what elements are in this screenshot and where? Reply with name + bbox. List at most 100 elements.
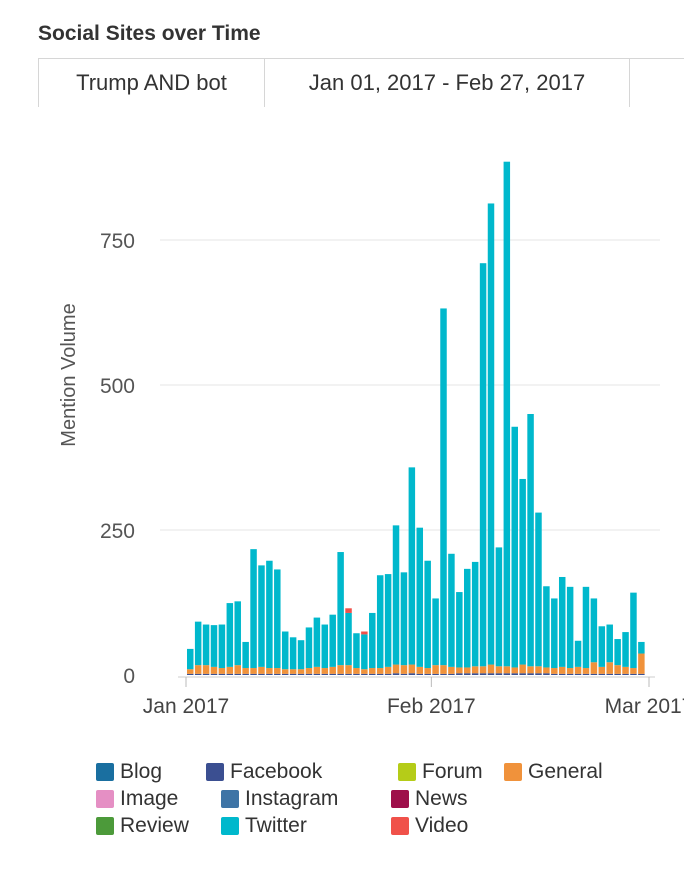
bar-facebook-2017-01-03: [202, 673, 210, 675]
x-tick-label: Jan 2017: [143, 695, 229, 718]
bar-facebook-2017-01-28: [400, 673, 408, 675]
bar-twitter-2017-02-23: [606, 624, 613, 663]
bar-facebook-2017-01-18: [321, 673, 329, 675]
bar-twitter-2017-02-26: [630, 592, 637, 669]
legend-swatch: [504, 763, 522, 781]
bar-facebook-2017-01-09: [250, 673, 257, 675]
bar-twitter-2017-01-12: [274, 569, 281, 669]
bar-twitter-2017-01-24: [369, 612, 376, 669]
bar-general-2017-02-07: [479, 666, 487, 674]
bar-general-2017-01-07: [234, 665, 241, 674]
bar-general-2017-01-26: [384, 666, 392, 674]
bar-general-2017-02-15: [543, 667, 550, 674]
filter-bar: Trump AND bot Jan 01, 2017 - Feb 27, 201…: [38, 58, 684, 107]
bar-twitter-2017-02-03: [448, 553, 455, 667]
bar-facebook-2017-01-01: [187, 673, 194, 675]
y-tick-label: 0: [123, 665, 135, 688]
bar-twitter-2017-01-22: [353, 633, 360, 669]
bar-general-2017-02-24: [614, 665, 621, 674]
bar-facebook-2017-01-29: [408, 673, 416, 675]
bar-facebook-2017-02-09: [495, 673, 503, 675]
bar-facebook-2017-01-17: [313, 673, 321, 675]
legend-label: Twitter: [245, 814, 307, 837]
bar-general-2017-01-04: [210, 666, 218, 674]
bar-twitter-2017-02-13: [527, 414, 534, 667]
bar-video-2017-01-21: [345, 608, 352, 613]
bar-twitter-2017-02-17: [558, 576, 566, 667]
x-tick-label: Mar 2017: [605, 695, 684, 718]
query-filter[interactable]: Trump AND bot: [38, 59, 264, 107]
bar-twitter-2017-02-01: [432, 598, 439, 666]
bar-twitter-2017-02-21: [590, 598, 598, 663]
bar-twitter-2017-02-22: [598, 626, 606, 667]
bar-twitter-2017-02-20: [582, 586, 590, 669]
bar-facebook-2017-02-22: [598, 673, 606, 675]
bar-general-2017-02-02: [440, 665, 447, 674]
bar-general-2017-02-20: [582, 668, 590, 674]
bar-twitter-2017-02-15: [543, 586, 550, 668]
bar-general-2017-02-11: [511, 667, 518, 674]
bar-facebook-2017-01-02: [194, 673, 202, 675]
bar-facebook-2017-02-27: [638, 673, 645, 675]
bar-facebook-2017-02-07: [479, 673, 487, 675]
bar-general-2017-02-10: [503, 666, 511, 674]
bar-general-2017-02-05: [464, 667, 471, 674]
legend-item-news[interactable]: News: [391, 787, 468, 811]
legend-item-facebook[interactable]: Facebook: [206, 760, 322, 784]
legend-item-video[interactable]: Video: [391, 814, 468, 838]
bar-twitter-2017-01-15: [297, 640, 305, 670]
bar-facebook-2017-01-07: [234, 673, 241, 675]
bar-facebook-2017-02-21: [590, 673, 598, 675]
legend-item-forum[interactable]: Forum: [398, 760, 483, 784]
bar-facebook-2017-02-25: [622, 673, 629, 675]
bar-facebook-2017-01-15: [297, 673, 305, 675]
bar-general-2017-01-28: [400, 665, 408, 674]
bar-general-2017-01-13: [281, 669, 289, 674]
bar-twitter-2017-01-05: [218, 624, 226, 669]
legend-label: Forum: [422, 760, 483, 783]
bar-twitter-2017-02-10: [503, 161, 511, 667]
legend-swatch: [398, 763, 416, 781]
bar-facebook-2017-01-23: [361, 673, 368, 675]
bar-twitter-2017-02-08: [487, 203, 495, 665]
bar-twitter-2017-01-16: [305, 627, 313, 669]
legend-swatch: [221, 817, 239, 835]
bar-twitter-2017-02-14: [535, 512, 542, 667]
bar-twitter-2017-01-31: [424, 560, 431, 669]
legend-item-twitter[interactable]: Twitter: [221, 814, 307, 838]
bar-general-2017-02-09: [495, 666, 503, 674]
legend-item-image[interactable]: Image: [96, 787, 178, 811]
legend-item-general[interactable]: General: [504, 760, 603, 784]
legend-swatch: [391, 817, 409, 835]
bar-twitter-2017-02-27: [638, 641, 645, 654]
bar-general-2017-01-10: [258, 666, 265, 674]
legend-item-blog[interactable]: Blog: [96, 760, 162, 784]
bar-facebook-2017-01-31: [424, 673, 431, 675]
bar-general-2017-01-21: [345, 665, 352, 674]
bar-facebook-2017-02-19: [574, 673, 582, 675]
bar-facebook-2017-02-01: [432, 673, 439, 675]
legend-label: Review: [120, 814, 189, 837]
bar-twitter-2017-01-27: [392, 525, 400, 665]
legend-swatch: [96, 790, 114, 808]
bar-twitter-2017-02-05: [464, 568, 471, 668]
bar-twitter-2017-02-02: [440, 308, 447, 666]
bar-general-2017-02-22: [598, 666, 606, 674]
bar-general-2017-01-27: [392, 664, 400, 674]
bar-twitter-2017-01-30: [416, 527, 424, 667]
bar-facebook-2017-01-13: [281, 673, 289, 675]
bar-general-2017-01-16: [305, 668, 313, 674]
legend-item-instagram[interactable]: Instagram: [221, 787, 338, 811]
bar-facebook-2017-02-10: [503, 673, 511, 675]
stacked-bar-chart: 0 250 500 750 Mention Volume Jan 2017 Feb 2017…: [58, 161, 684, 718]
legend-label: Image: [120, 787, 179, 810]
bar-facebook-2017-01-25: [376, 673, 384, 675]
bar-general-2017-02-08: [487, 664, 495, 674]
bar-twitter-2017-01-04: [210, 625, 218, 667]
bar-twitter-2017-01-06: [226, 603, 234, 667]
date-range-filter[interactable]: Jan 01, 2017 - Feb 27, 2017: [264, 59, 630, 107]
legend-label: General: [528, 760, 603, 783]
bar-twitter-2017-01-28: [400, 572, 408, 666]
legend-item-review[interactable]: Review: [96, 814, 189, 838]
bar-twitter-2017-01-09: [250, 549, 257, 669]
